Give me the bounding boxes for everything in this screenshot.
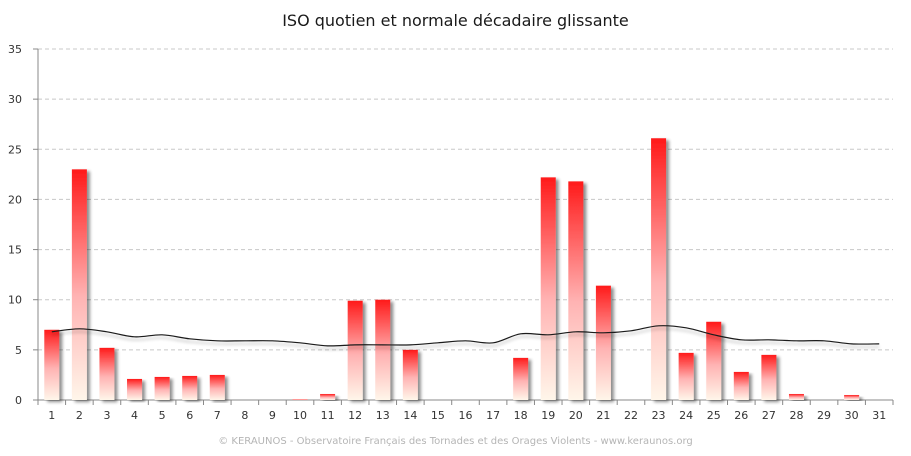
bar	[44, 329, 60, 400]
x-tick-label: 6	[186, 409, 193, 422]
y-tick-label: 25	[8, 143, 22, 156]
x-tick-label: 19	[541, 409, 555, 422]
x-tick-label: 13	[376, 409, 390, 422]
bar	[320, 393, 336, 400]
bar-series	[44, 138, 860, 401]
y-tick-label: 5	[15, 344, 22, 357]
x-tick-label: 20	[569, 409, 583, 422]
x-tick-label: 3	[103, 409, 110, 422]
x-tick-label: 10	[293, 409, 307, 422]
y-tick-label: 0	[15, 394, 22, 407]
bar	[568, 181, 584, 400]
x-tick-label: 8	[241, 409, 248, 422]
x-tick-label: 16	[459, 409, 473, 422]
x-tick-label: 29	[817, 409, 831, 422]
normal-line	[51, 325, 880, 347]
x-tick-label: 26	[734, 409, 748, 422]
x-tick-label: 27	[762, 409, 776, 422]
bar	[402, 349, 418, 400]
chart-title: ISO quotien et normale décadaire glissan…	[282, 11, 629, 30]
bar	[182, 375, 198, 400]
x-tick-label: 12	[348, 409, 362, 422]
x-tick-label: 15	[431, 409, 445, 422]
bar	[761, 354, 777, 400]
bar	[595, 285, 611, 400]
bar	[99, 347, 115, 400]
bar	[347, 300, 363, 400]
bar	[651, 138, 667, 401]
x-tick-label: 24	[679, 409, 693, 422]
x-tick-label: 9	[269, 409, 276, 422]
bar	[127, 378, 143, 400]
x-tick-label: 1	[48, 409, 55, 422]
y-tick-label: 20	[8, 193, 22, 206]
x-tick-label: 21	[596, 409, 610, 422]
y-tick-label: 35	[8, 43, 22, 56]
bar	[540, 177, 556, 400]
x-tick-label: 11	[321, 409, 335, 422]
bar	[71, 169, 87, 400]
x-tick-label: 25	[707, 409, 721, 422]
x-tick-label: 23	[652, 409, 666, 422]
grid	[38, 48, 893, 351]
x-tick-label: 2	[76, 409, 83, 422]
bar	[375, 299, 391, 400]
x-tick-label: 28	[789, 409, 803, 422]
bar	[513, 357, 529, 400]
bar	[733, 371, 749, 400]
x-tick-label: 4	[131, 409, 138, 422]
bar	[209, 374, 225, 400]
bar	[788, 393, 804, 400]
footer-credit: © KERAUNOS - Observatoire Français des T…	[218, 436, 693, 447]
x-tick-label: 17	[486, 409, 500, 422]
x-tick-label: 14	[403, 409, 417, 422]
bar	[678, 352, 694, 400]
line-series	[51, 325, 880, 347]
x-tick-label: 30	[845, 409, 859, 422]
x-tick-label: 18	[514, 409, 528, 422]
x-tick-label: 5	[159, 409, 166, 422]
y-tick-label: 30	[8, 93, 22, 106]
bar	[154, 376, 170, 400]
bar	[844, 394, 860, 400]
x-tick-label: 22	[624, 409, 638, 422]
x-tick-label: 7	[214, 409, 221, 422]
axes	[33, 48, 894, 405]
bar	[292, 398, 308, 400]
y-tick-label: 10	[8, 294, 22, 307]
bar	[706, 321, 722, 400]
y-tick-label: 15	[8, 244, 22, 257]
x-tick-label: 31	[872, 409, 886, 422]
